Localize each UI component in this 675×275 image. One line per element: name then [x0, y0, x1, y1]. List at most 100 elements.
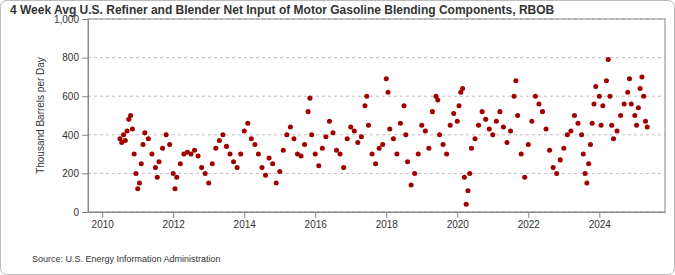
point — [256, 152, 261, 157]
x-tick: 2012 — [163, 212, 186, 230]
point — [291, 136, 296, 141]
point — [638, 86, 643, 91]
point — [467, 171, 472, 176]
y-tick-mark — [82, 96, 88, 97]
point — [142, 130, 147, 135]
x-tick: 2020 — [447, 212, 470, 230]
point — [359, 134, 364, 139]
point — [228, 152, 233, 157]
point — [364, 94, 369, 99]
point — [391, 136, 396, 141]
point — [416, 152, 421, 157]
point — [515, 113, 520, 118]
point — [171, 171, 176, 176]
x-tick-mark — [386, 212, 387, 218]
x-tick-label: 2010 — [92, 219, 115, 230]
x-tick: 2024 — [589, 212, 612, 230]
x-axis: 20102012201420162018202020222024 — [89, 212, 666, 230]
point — [600, 103, 605, 108]
y-tick: 0 — [73, 207, 88, 218]
point — [464, 202, 469, 207]
point — [210, 161, 215, 166]
point — [224, 144, 229, 149]
point — [238, 152, 243, 157]
point — [141, 142, 146, 147]
y-tick: 600 — [62, 91, 88, 102]
point — [636, 105, 641, 110]
x-tick: 2014 — [234, 212, 257, 230]
point — [348, 125, 353, 130]
point — [405, 159, 410, 164]
point — [519, 152, 524, 157]
point — [473, 136, 478, 141]
point — [526, 142, 531, 147]
y-axis-line — [88, 20, 89, 213]
point — [590, 121, 595, 126]
point — [164, 132, 169, 137]
point — [643, 119, 648, 124]
y-axis: 02004006008001,000 — [54, 14, 89, 218]
point — [586, 161, 591, 166]
point — [403, 132, 408, 137]
point — [380, 142, 385, 147]
point — [497, 109, 502, 114]
point — [299, 154, 304, 159]
point — [394, 152, 399, 157]
point — [465, 188, 470, 193]
point — [370, 152, 375, 157]
y-tick-label: 600 — [62, 91, 79, 102]
y-tick-label: 0 — [73, 207, 79, 218]
point — [437, 132, 442, 137]
point — [139, 161, 144, 166]
point — [565, 132, 570, 137]
point — [581, 152, 586, 157]
point — [130, 126, 135, 131]
point — [267, 155, 272, 160]
point — [627, 76, 632, 81]
x-tick-mark — [528, 212, 529, 218]
point — [597, 94, 602, 99]
point — [270, 161, 275, 166]
y-tick: 200 — [62, 168, 88, 179]
point — [618, 113, 623, 118]
plot-frame — [88, 19, 665, 212]
point — [334, 148, 339, 153]
point — [579, 132, 584, 137]
x-tick-mark — [457, 212, 458, 218]
point — [362, 103, 367, 108]
x-tick-mark — [173, 212, 174, 218]
y-tick: 400 — [62, 130, 88, 141]
point — [355, 140, 360, 145]
point — [306, 109, 311, 114]
y-tick-mark — [82, 135, 88, 136]
point — [274, 181, 279, 186]
x-tick-label: 2020 — [447, 219, 470, 230]
title: 4 Week Avg U.S. Refiner and Blender Net … — [10, 3, 555, 17]
point — [377, 146, 382, 151]
point — [551, 165, 556, 170]
point — [167, 142, 172, 147]
point — [206, 181, 211, 186]
point — [591, 101, 596, 106]
y-tick-label: 400 — [62, 130, 79, 141]
point — [522, 175, 527, 180]
x-tick-mark — [599, 212, 600, 218]
point — [558, 157, 563, 162]
point — [609, 123, 614, 128]
point — [512, 94, 517, 99]
point — [604, 78, 609, 83]
point — [288, 125, 293, 130]
point — [513, 78, 518, 83]
point — [412, 171, 417, 176]
point — [172, 186, 177, 191]
point — [341, 165, 346, 170]
point — [645, 125, 650, 130]
point — [137, 181, 142, 186]
points — [117, 57, 649, 207]
grid-line — [88, 57, 665, 58]
point — [302, 142, 307, 147]
x-tick: 2022 — [518, 212, 541, 230]
point — [249, 136, 254, 141]
point — [259, 165, 264, 170]
point — [554, 171, 559, 176]
